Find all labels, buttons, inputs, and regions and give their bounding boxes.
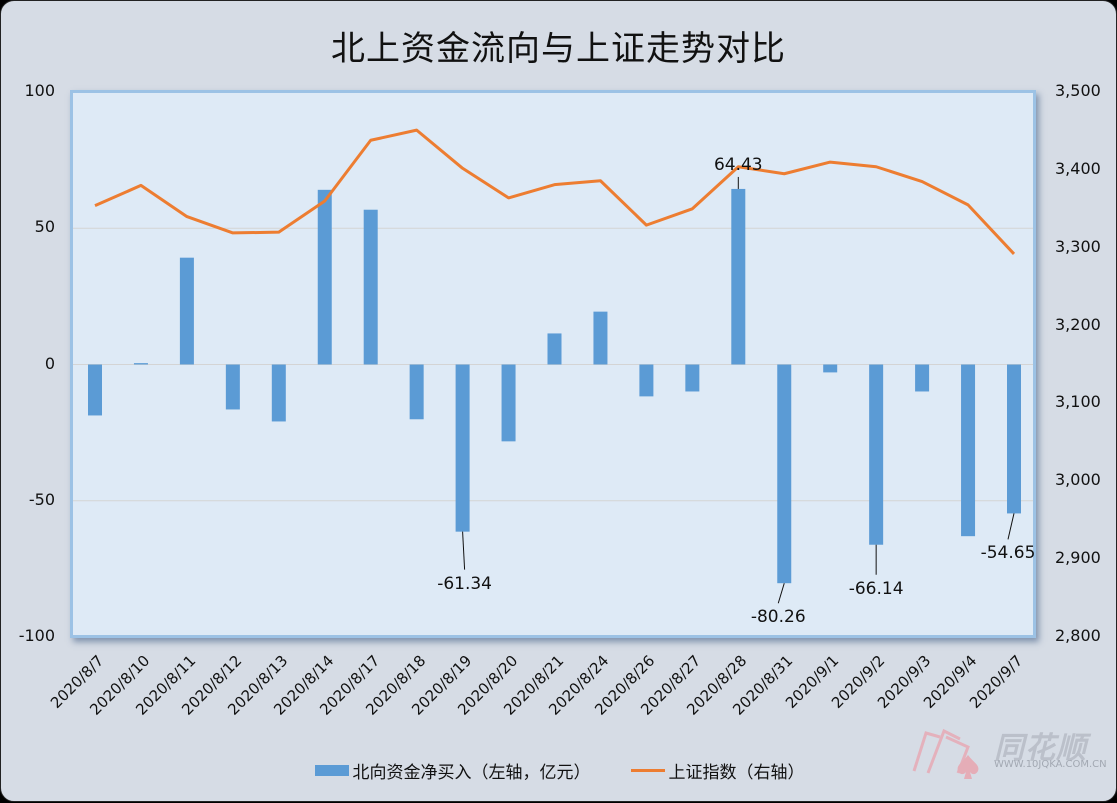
legend-line-label: 上证指数（右轴） [668, 763, 805, 783]
legend-bar-label: 北向资金净买入（左轴，亿元） [352, 763, 591, 783]
bar[interactable] [777, 364, 792, 584]
leader-line [777, 583, 785, 604]
bar[interactable] [547, 333, 562, 365]
bar[interactable] [179, 257, 194, 365]
data-label: -61.34 [437, 573, 492, 594]
bar[interactable] [88, 364, 102, 416]
bar[interactable] [961, 364, 976, 537]
left-axis-tick: -50 [28, 489, 55, 509]
data-label: -54.65 [980, 543, 1036, 564]
watermark: 同花顺 WWW.10JQKA.COM.CN [906, 723, 1107, 783]
data-label: 64.43 [713, 154, 763, 175]
bar[interactable] [133, 363, 148, 365]
bar[interactable] [317, 189, 332, 365]
watermark-url: WWW.10JQKA.COM.CN [994, 759, 1107, 770]
bar[interactable] [639, 364, 654, 397]
bar[interactable] [455, 364, 470, 532]
index-line[interactable] [94, 128, 1016, 255]
watermark-brand: 同花顺 [994, 731, 1087, 766]
leader-line [1007, 513, 1015, 540]
chart-title: 北上资金流向与上证走势对比 [331, 29, 786, 69]
right-axis-tick: 3,300 [1055, 236, 1101, 256]
left-axis-tick: 0 [44, 353, 55, 373]
left-axis-tick: 100 [24, 81, 55, 100]
right-axis-tick: 3,200 [1055, 314, 1101, 334]
legend-item-bar[interactable]: 北向资金净买入（左轴，亿元） [314, 758, 591, 783]
bar-swatch-icon [314, 765, 349, 776]
bar[interactable] [869, 364, 884, 545]
bar[interactable] [409, 364, 424, 420]
right-axis-tick: 3,400 [1055, 158, 1101, 178]
right-axis-tick: 2,900 [1055, 548, 1101, 568]
bar[interactable] [1007, 364, 1021, 514]
bar[interactable] [501, 364, 516, 442]
bar[interactable] [271, 364, 286, 422]
bar[interactable] [731, 188, 746, 365]
data-label: -66.14 [848, 578, 904, 599]
right-axis-tick: 3,100 [1055, 392, 1101, 412]
bar[interactable] [685, 364, 700, 392]
left-axis-tick: 50 [34, 217, 55, 237]
left-axis-tick: -100 [18, 626, 55, 645]
right-axis-tick: 3,000 [1055, 470, 1101, 490]
cards-logo-icon [912, 728, 979, 779]
legend: 北向资金净买入（左轴，亿元） 上证指数（右轴） [1, 758, 1117, 783]
bar[interactable] [363, 209, 378, 365]
line-swatch-icon [630, 769, 665, 772]
legend-item-line[interactable]: 上证指数（右轴） [630, 758, 805, 783]
right-axis-tick: 3,500 [1055, 81, 1101, 100]
right-axis-tick: 2,800 [1055, 626, 1101, 645]
leader-line [462, 531, 466, 570]
bar[interactable] [225, 364, 240, 410]
bar[interactable] [915, 364, 930, 392]
bar[interactable] [593, 311, 608, 365]
data-label: -80.26 [750, 607, 806, 628]
bar[interactable] [823, 364, 838, 373]
